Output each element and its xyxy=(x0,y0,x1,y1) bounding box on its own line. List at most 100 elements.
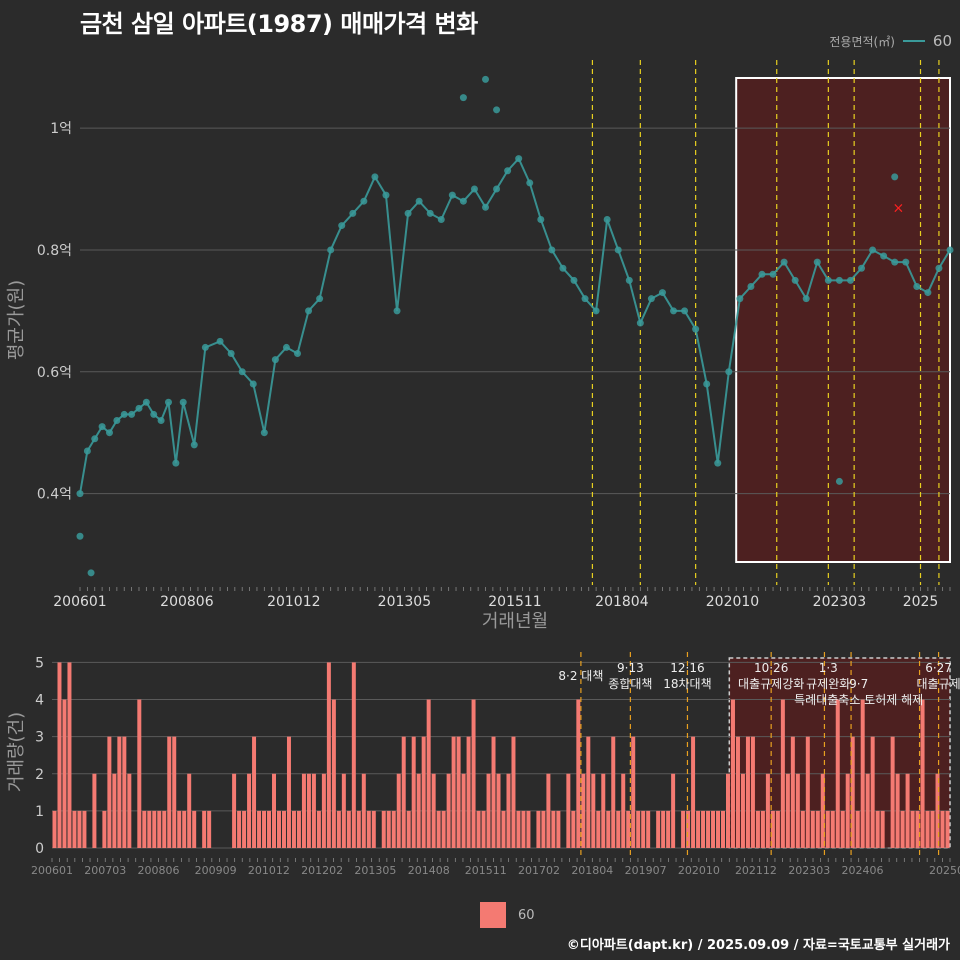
volume-bar xyxy=(67,662,72,848)
price-point xyxy=(190,441,198,449)
current-marker: × xyxy=(893,200,905,216)
price-point xyxy=(482,203,490,211)
legend-bar-entry: 60 xyxy=(518,907,535,923)
volume-bar xyxy=(591,773,596,848)
volume-bar xyxy=(830,810,835,848)
price-point xyxy=(437,215,445,223)
volume-bar xyxy=(291,810,296,848)
outlier-point xyxy=(835,477,843,485)
price-point xyxy=(570,276,578,284)
volume-bar xyxy=(780,699,785,848)
volume-bar xyxy=(810,810,815,848)
volume-bar xyxy=(92,773,97,848)
volume-bar xyxy=(157,810,162,848)
volume-bar xyxy=(760,810,765,848)
policy-annotation: 10·26 xyxy=(754,661,788,675)
volume-bar xyxy=(870,736,875,848)
price-point xyxy=(703,380,711,388)
price-point xyxy=(459,197,467,205)
x-tick-label: 202010 xyxy=(706,594,759,610)
volume-bar xyxy=(411,736,416,848)
bar-x-tick-label: 201012 xyxy=(248,864,290,877)
volume-bar xyxy=(696,810,701,848)
volume-bar xyxy=(107,736,112,848)
volume-bar xyxy=(172,736,177,848)
price-point xyxy=(769,270,777,278)
price-point xyxy=(813,258,821,266)
bar-x-tick-label: 202112 xyxy=(735,864,777,877)
volume-bar xyxy=(556,810,561,848)
volume-bar xyxy=(202,810,207,848)
x-axis-title: 거래년월 xyxy=(482,611,548,632)
volume-bar xyxy=(641,810,646,848)
volume-bar xyxy=(471,699,476,848)
bar-y-tick-label: 4 xyxy=(35,693,44,709)
price-point xyxy=(120,410,128,418)
volume-bar xyxy=(311,773,316,848)
volume-bar xyxy=(272,773,276,848)
price-point xyxy=(142,398,150,406)
volume-bar xyxy=(102,810,107,848)
volume-bar xyxy=(661,810,666,848)
bar-y-tick-label: 1 xyxy=(35,804,44,820)
volume-bar xyxy=(671,773,676,848)
price-point xyxy=(216,337,224,345)
volume-bar xyxy=(262,810,267,848)
volume-bar xyxy=(127,773,132,848)
volume-bar xyxy=(152,810,157,848)
price-point xyxy=(83,447,91,455)
volume-bar xyxy=(187,773,192,848)
outlier-point xyxy=(891,173,899,181)
policy-annotation: 1·3 xyxy=(819,661,838,675)
volume-bar xyxy=(391,810,396,848)
volume-bar xyxy=(636,810,641,848)
volume-bar xyxy=(586,736,591,848)
volume-bar xyxy=(281,810,286,848)
volume-bar xyxy=(366,810,371,848)
volume-bar xyxy=(785,773,790,848)
volume-bar xyxy=(900,810,905,848)
price-point xyxy=(736,295,744,303)
volume-bar xyxy=(346,810,351,848)
volume-bar xyxy=(770,810,775,848)
volume-bar xyxy=(431,773,436,848)
volume-bar xyxy=(735,736,740,848)
volume-bar xyxy=(321,773,326,848)
x-tick-label: 201305 xyxy=(378,594,431,610)
volume-bar xyxy=(730,699,735,848)
price-point xyxy=(91,435,99,443)
price-point xyxy=(393,307,401,315)
volume-bar xyxy=(571,810,576,848)
volume-bar xyxy=(511,736,516,848)
volume-bar xyxy=(805,736,810,848)
volume-bar xyxy=(486,773,491,848)
volume-bar xyxy=(192,810,197,848)
volume-bar xyxy=(521,810,526,848)
volume-bar xyxy=(162,810,167,848)
volume-bar xyxy=(516,810,521,848)
volume-bar xyxy=(880,810,885,848)
price-point xyxy=(791,276,799,284)
y-tick-label: 0.4억 xyxy=(37,487,72,503)
price-point xyxy=(747,282,755,290)
volume-bar xyxy=(396,773,401,848)
x-tick-label: 200601 xyxy=(53,594,106,610)
price-point xyxy=(338,222,346,230)
volume-bar xyxy=(775,810,780,848)
credit-text: ©디아파트(dapt.kr) / 2025.09.09 / 자료=국토교통부 실… xyxy=(566,938,950,953)
price-point xyxy=(858,264,866,272)
volume-bar xyxy=(930,810,935,848)
price-point xyxy=(105,429,113,437)
volume-bar xyxy=(77,810,82,848)
bar-x-tick-label: 202406 xyxy=(841,864,883,877)
price-point xyxy=(157,417,165,425)
bar-y-tick-label: 3 xyxy=(35,730,44,746)
price-point xyxy=(135,404,143,412)
volume-bar xyxy=(286,736,291,848)
volume-bar xyxy=(701,810,706,848)
price-point xyxy=(924,289,932,297)
volume-bar xyxy=(860,699,865,848)
price-point xyxy=(537,215,545,223)
volume-bar xyxy=(526,810,531,848)
price-point xyxy=(946,246,954,254)
